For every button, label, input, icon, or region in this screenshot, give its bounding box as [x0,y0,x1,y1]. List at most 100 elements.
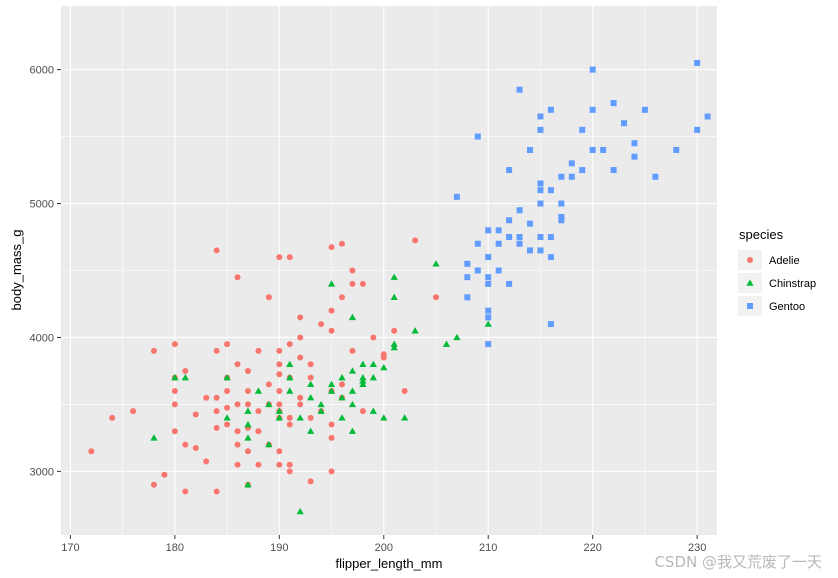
gentoo-point [558,213,565,220]
adelie-point [349,347,356,354]
gentoo-point [589,146,596,153]
adelie-point [150,347,157,354]
adelie-point [286,461,293,468]
adelie-point [328,421,335,428]
adelie-point [109,414,116,421]
gentoo-point [547,254,554,261]
gentoo-point [464,274,471,281]
y-tick-label: 5000 [30,199,54,211]
gentoo-point [485,280,492,287]
chinstrap-point [327,380,336,388]
chinstrap-point [348,400,357,408]
adelie-point [88,448,95,455]
y-tick-label: 6000 [30,65,54,77]
chinstrap-point [348,387,357,394]
adelie-point [213,394,220,401]
chinstrap-point [338,374,346,381]
gentoo-point [537,180,544,187]
chinstrap-point [432,260,440,267]
adelie-point [328,307,335,314]
chinstrap-point [286,387,294,394]
adelie-point [244,448,251,455]
legend-label-chinstrap: Chinstrap [769,278,816,290]
gentoo-point [453,193,460,200]
gentoo-point [547,187,554,194]
chinstrap-point [348,367,357,374]
gentoo-point [694,59,701,66]
gentoo-point [694,126,701,133]
chinstrap-point [223,414,231,421]
adelie-point [276,371,283,378]
adelie-point [297,401,304,408]
chinstrap-point [327,280,336,287]
major-gridlines [61,6,717,535]
adelie-point [391,327,398,334]
gentoo-point [527,247,534,254]
gentoo-point [485,254,492,261]
adelie-point [349,267,356,274]
adelie-point [276,448,283,455]
adelie-point [192,411,199,418]
gentoo-point [558,200,565,207]
gentoo-point [547,234,554,241]
adelie-point [297,314,304,321]
adelie-point [286,341,293,348]
gentoo-point [537,200,544,207]
gentoo-point [485,307,492,314]
adelie-point [171,401,178,408]
gentoo-point [589,106,596,113]
gentoo-point [485,341,492,348]
chinstrap-point [359,360,367,367]
adelie-point [265,294,272,301]
adelie-point [276,461,283,468]
adelie-point [286,468,293,475]
gentoo-point [600,146,607,153]
chinstrap-point [327,387,336,394]
adelie-point [297,394,304,401]
adelie-point [171,428,178,435]
x-axis-title: flipper_length_mm [336,556,443,571]
gentoo-point [516,240,523,247]
gentoo-point [527,220,534,227]
chinstrap-point [338,414,346,421]
adelie-point [328,434,335,441]
adelie-point [213,488,220,495]
chinstrap-point [442,340,451,347]
adelie-point [213,347,220,354]
gentoo-point [516,207,523,214]
legend-key-adelie [747,257,753,263]
adelie-point [234,441,241,448]
adelie-point [203,458,210,465]
gentoo-point [579,126,586,133]
chinstrap-point [453,333,461,341]
chinstrap-point [338,394,346,401]
adelie-point [203,394,210,401]
chinstrap-point [223,374,231,381]
gentoo-point [610,100,617,107]
gentoo-point [537,187,544,194]
legend-label-gentoo: Gentoo [769,301,805,313]
gentoo-point [474,133,481,140]
adelie-point [380,351,387,358]
gentoo-point [673,146,680,153]
adelie-point [255,347,262,354]
chinstrap-point [390,293,398,300]
adelie-point [255,408,262,415]
gentoo-point [547,106,554,113]
x-tick-label: 190 [270,542,288,554]
legend-title: species [739,227,784,242]
adelie-point [192,444,199,451]
chinstrap-point [369,407,377,414]
y-tick-label: 4000 [30,332,54,344]
chinstrap-point [348,427,357,434]
adelie-point [286,421,293,428]
adelie-point [307,414,314,421]
adelie-point [234,361,241,368]
x-tick-label: 180 [166,542,184,554]
gentoo-point [610,167,617,174]
chinstrap-point [317,400,325,408]
data-points [88,59,711,515]
gentoo-point [506,234,513,241]
chinstrap-point [359,374,367,381]
